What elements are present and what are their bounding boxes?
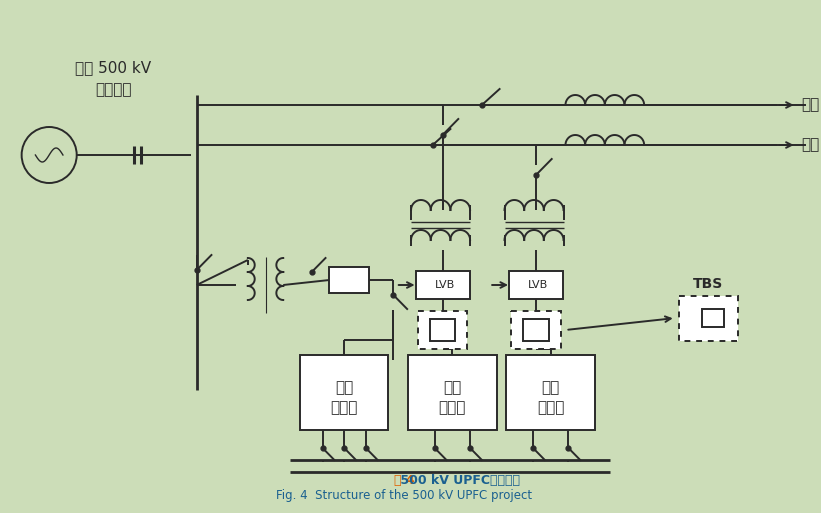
Text: 梅里: 梅里 [801,97,819,112]
Bar [429,319,456,341]
Bar [408,355,497,430]
Text: 500 kV UPFC安装结构: 500 kV UPFC安装结构 [397,473,521,486]
Text: 交流母线: 交流母线 [95,83,131,97]
Text: 换流器: 换流器 [537,400,564,415]
Bar [523,319,548,341]
Text: LVB: LVB [434,280,455,290]
Bar [418,311,467,349]
Text: 换流器: 换流器 [438,400,466,415]
Text: 换流器: 换流器 [331,400,358,415]
Bar [415,271,470,299]
Bar [511,311,561,349]
Text: 图 4: 图 4 [394,473,415,486]
Bar [300,355,388,430]
Bar [702,309,724,327]
Bar [679,295,737,341]
Text: Fig. 4  Structure of the 500 kV UPFC project: Fig. 4 Structure of the 500 kV UPFC proj… [276,489,532,503]
Bar [329,267,369,293]
Text: 木读 500 kV: 木读 500 kV [75,61,151,75]
Text: 梅里: 梅里 [801,137,819,152]
Bar [509,271,563,299]
Text: TBS: TBS [693,277,723,290]
Text: TBS: TBS [525,354,547,364]
Text: 串联: 串联 [542,380,560,395]
Text: TBS: TBS [432,354,453,364]
Text: 串联: 串联 [443,380,461,395]
Text: 并联: 并联 [335,380,353,395]
Bar [507,355,595,430]
Text: LVB: LVB [528,280,548,290]
